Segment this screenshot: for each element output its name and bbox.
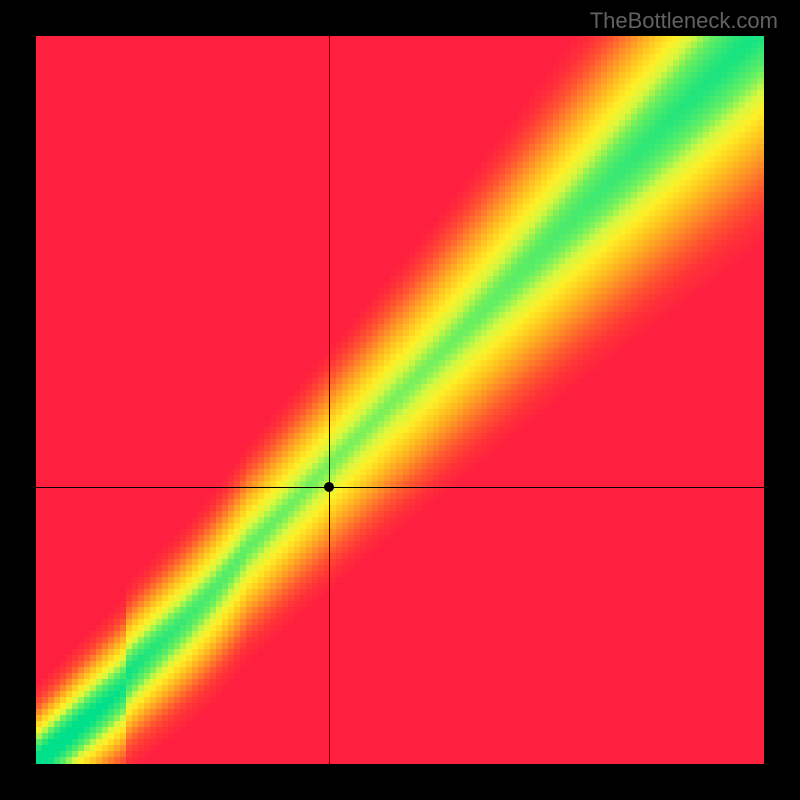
crosshair-horizontal (36, 487, 764, 488)
heatmap-canvas (36, 36, 764, 764)
crosshair-vertical (329, 36, 330, 764)
heatmap-plot (36, 36, 764, 764)
watermark-text: TheBottleneck.com (590, 8, 778, 34)
crosshair-marker (324, 482, 334, 492)
